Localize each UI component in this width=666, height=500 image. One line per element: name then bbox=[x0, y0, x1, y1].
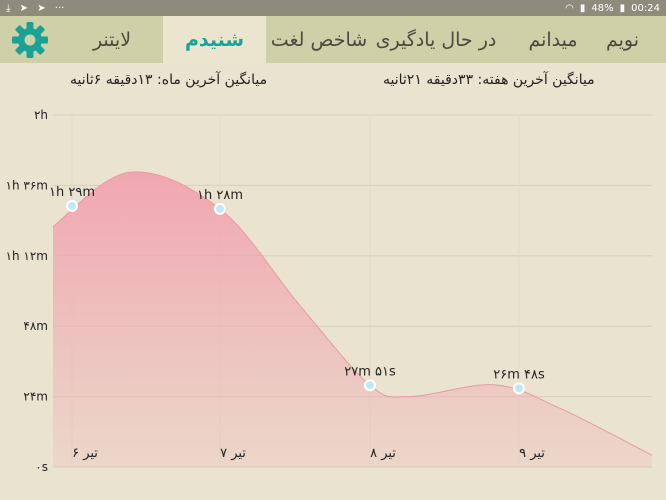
y-tick-label: ۴۸m bbox=[23, 319, 48, 333]
telegram-icon: ➤ bbox=[19, 2, 28, 14]
tab-learning[interactable]: در حال یادگیری bbox=[375, 28, 497, 51]
gear-icon bbox=[12, 22, 48, 58]
tab-bar: لایتنر شنیدم شاخص لغت در حال یادگیری مید… bbox=[0, 16, 666, 63]
time-chart: ۰s ۲۴m ۴۸m ۱h ۱۲m ۱h ۳۶m ۲h ۱h ۲۹m ۱h ۲۸m ۲۷m ۵… bbox=[6, 108, 653, 474]
tab-word-index[interactable]: شاخص لغت bbox=[270, 28, 368, 51]
data-label: ۲۶m ۴۸s bbox=[493, 367, 545, 382]
tab-new[interactable]: نویم bbox=[606, 28, 640, 51]
y-tick-label: ۱h ۳۶m bbox=[6, 178, 48, 192]
data-label: ۱h ۲۸m bbox=[197, 188, 243, 203]
data-label: ۱h ۲۹m bbox=[49, 185, 95, 200]
area-line bbox=[52, 171, 653, 456]
status-bar-right: ◠ ▮ 48% ▮ 00:24 bbox=[559, 3, 660, 14]
x-tick-label: ۹ تیر bbox=[519, 446, 545, 461]
tab-known[interactable]: میدانم bbox=[528, 28, 578, 51]
download-icon: ⤓ bbox=[6, 2, 11, 14]
telegram-icon: ➤ bbox=[37, 2, 46, 14]
status-bar-left: ⤓ ➤ ➤ ··· bbox=[6, 3, 70, 14]
month-average: میانگین آخرین ماه: ۱۳دقیقه ۶ثانیه bbox=[70, 72, 268, 88]
data-point bbox=[214, 202, 226, 215]
week-average: میانگین آخرین هفته: ۳۳دقیقه ۲۱ثانیه bbox=[383, 72, 595, 88]
data-point bbox=[513, 382, 525, 395]
wifi-icon: ◠ bbox=[565, 2, 574, 14]
data-point bbox=[364, 379, 376, 392]
clock: 00:24 bbox=[631, 2, 660, 14]
tab-heard[interactable]: شنیدم bbox=[163, 16, 266, 63]
battery-percent: 48% bbox=[591, 2, 614, 14]
more-icon: ··· bbox=[54, 2, 65, 14]
x-tick-label: ۶ تیر bbox=[72, 446, 98, 461]
y-tick-label: ۲h bbox=[34, 108, 48, 122]
signal-icon: ▮ bbox=[579, 2, 586, 14]
area-fill bbox=[53, 171, 652, 467]
tab-leitner[interactable]: لایتنر bbox=[92, 28, 132, 51]
y-tick-label: ۲۴m bbox=[23, 390, 48, 404]
x-tick-label: ۷ تیر bbox=[220, 446, 246, 461]
data-point bbox=[66, 199, 78, 212]
data-label: ۲۷m ۵۱s bbox=[344, 364, 396, 379]
x-tick-label: ۸ تیر bbox=[370, 446, 396, 461]
y-tick-label: ۰s bbox=[35, 460, 48, 474]
y-tick-label: ۱h ۱۲m bbox=[6, 249, 48, 263]
battery-icon: ▮ bbox=[619, 2, 626, 14]
settings-button[interactable] bbox=[8, 19, 52, 61]
status-bar: ⤓ ➤ ➤ ··· ◠ ▮ 48% ▮ 00:24 bbox=[0, 0, 666, 16]
